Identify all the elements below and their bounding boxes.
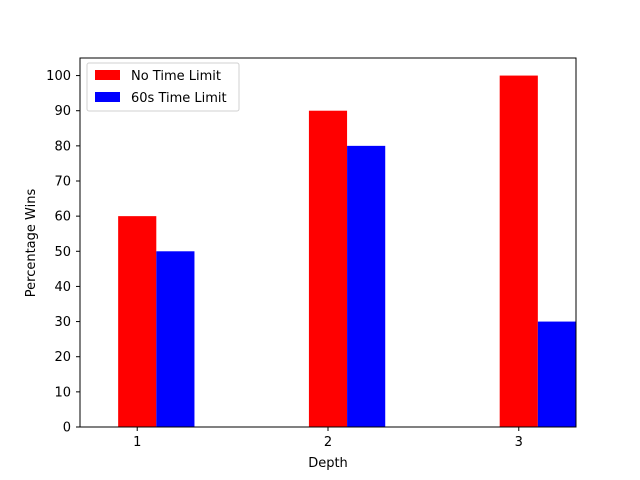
y-tick-label: 100 [46, 69, 71, 84]
y-tick-label: 70 [54, 175, 71, 190]
bar-series-0-cat-1 [118, 216, 157, 427]
y-tick-label: 10 [54, 385, 71, 400]
y-tick-label: 20 [54, 350, 71, 365]
legend: No Time Limit 60s Time Limit [86, 62, 240, 112]
bar-series-0-cat-2 [308, 110, 348, 428]
legend-frame [86, 62, 240, 112]
bar-series-1-cat-3 [537, 321, 576, 427]
y-tick-label: 80 [54, 139, 71, 154]
legend-swatch-60s-time-limit [95, 92, 120, 102]
x-tick-label: 2 [324, 435, 332, 450]
legend-label-no-time-limit: No Time Limit [131, 69, 221, 84]
y-tick-label: 30 [54, 315, 71, 330]
legend-swatch-no-time-limit [95, 70, 120, 80]
y-tick-label: 60 [54, 210, 71, 225]
x-tick-label: 1 [133, 435, 141, 450]
x-tick-label: 3 [515, 435, 523, 450]
bar-series-1-cat-2 [347, 145, 386, 428]
bars-layer [118, 75, 576, 428]
bar-series-0-cat-3 [499, 75, 538, 427]
legend-label-60s-time-limit: 60s Time Limit [131, 91, 227, 106]
bar-series-1-cat-1 [156, 251, 195, 427]
x-axis-label: Depth [308, 456, 348, 471]
y-axis-label: Percentage Wins [24, 189, 39, 298]
y-tick-label: 90 [54, 104, 71, 119]
y-tick-label: 40 [54, 280, 71, 295]
y-tick-label: 0 [63, 421, 71, 436]
y-tick-label: 50 [54, 245, 71, 260]
